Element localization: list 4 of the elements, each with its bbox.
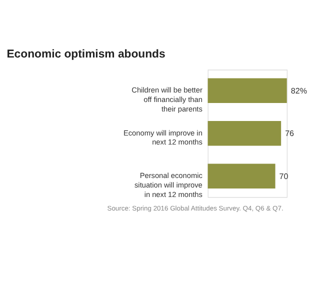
- y-tick-label: Children will be better off financially than their parents: [132, 86, 203, 114]
- y-tick-label: Economy will improve in next 12 months: [123, 128, 203, 147]
- text: Economic optimism abounds: [6, 48, 166, 61]
- y-tick-label: Personal economic situation will improve in next 12 months: [134, 171, 203, 199]
